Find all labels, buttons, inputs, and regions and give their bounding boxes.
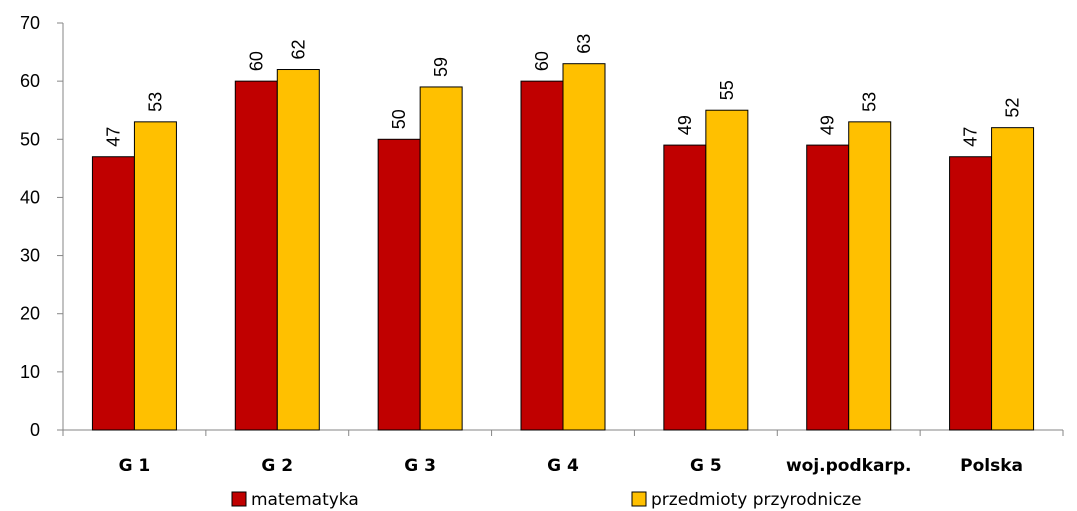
- axes: 0 10 20 30 40 50 60 70 G 1 G 2 G 3 G 4 G 5 woj.podkar…: [20, 13, 1064, 476]
- bar-matematyka: [91, 156, 135, 431]
- data-label: 50: [389, 109, 409, 129]
- bar-przedmioty-przyrodnicze: [991, 127, 1035, 431]
- x-category-label: Polska: [960, 456, 1023, 476]
- data-label: 55: [717, 80, 737, 100]
- data-label: 59: [431, 57, 451, 77]
- data-label: 47: [103, 127, 123, 147]
- y-tick-label: 50: [20, 129, 40, 149]
- data-label: 52: [1003, 98, 1023, 118]
- legend-swatch: [631, 491, 647, 507]
- data-label: 49: [818, 115, 838, 135]
- bar-przedmioty-przyrodnicze: [133, 121, 177, 431]
- bar-matematyka: [663, 144, 707, 431]
- legend-swatch: [231, 491, 247, 507]
- data-label: 63: [574, 34, 594, 54]
- bars: [91, 63, 1035, 431]
- bar-matematyka: [234, 80, 278, 431]
- bar-przedmioty-przyrodnicze: [276, 69, 320, 431]
- bar-matematyka: [377, 138, 421, 431]
- bar-przedmioty-przyrodnicze: [419, 86, 463, 431]
- data-label: 53: [145, 92, 165, 112]
- x-category-label: woj.podkarp.: [786, 456, 911, 476]
- legend-label: matematyka: [251, 490, 359, 510]
- x-category-label: G 2: [261, 456, 293, 476]
- data-label: 60: [532, 51, 552, 71]
- bar-przedmioty-przyrodnicze: [705, 109, 749, 431]
- x-category-label: G 4: [547, 456, 579, 476]
- data-label: 49: [675, 115, 695, 135]
- x-category-label: G 5: [690, 456, 722, 476]
- y-tick-label: 40: [20, 187, 40, 207]
- y-tick-label: 60: [20, 71, 40, 91]
- legend: matematyka przedmioty przyrodnicze: [231, 490, 862, 510]
- bar-matematyka: [949, 156, 993, 431]
- data-label: 47: [961, 127, 981, 147]
- x-category-label: G 3: [404, 456, 436, 476]
- bar-przedmioty-przyrodnicze: [562, 63, 606, 431]
- x-category-label: G 1: [119, 456, 151, 476]
- data-label: 60: [246, 51, 266, 71]
- y-tick-label: 70: [20, 13, 40, 33]
- y-tick-label: 30: [20, 246, 40, 266]
- bar-matematyka: [520, 80, 564, 431]
- y-tick-label: 10: [20, 362, 40, 382]
- bar-matematyka: [806, 144, 850, 431]
- data-label: 53: [860, 92, 880, 112]
- y-tick-label: 20: [20, 304, 40, 324]
- bar-przedmioty-przyrodnicze: [848, 121, 892, 431]
- y-tick-label: 0: [30, 420, 40, 440]
- data-label: 62: [288, 39, 308, 59]
- legend-label: przedmioty przyrodnicze: [651, 490, 862, 510]
- data-labels: 47 53 60 62 50 59 60 63 49 55 49 53 47 52: [103, 34, 1022, 147]
